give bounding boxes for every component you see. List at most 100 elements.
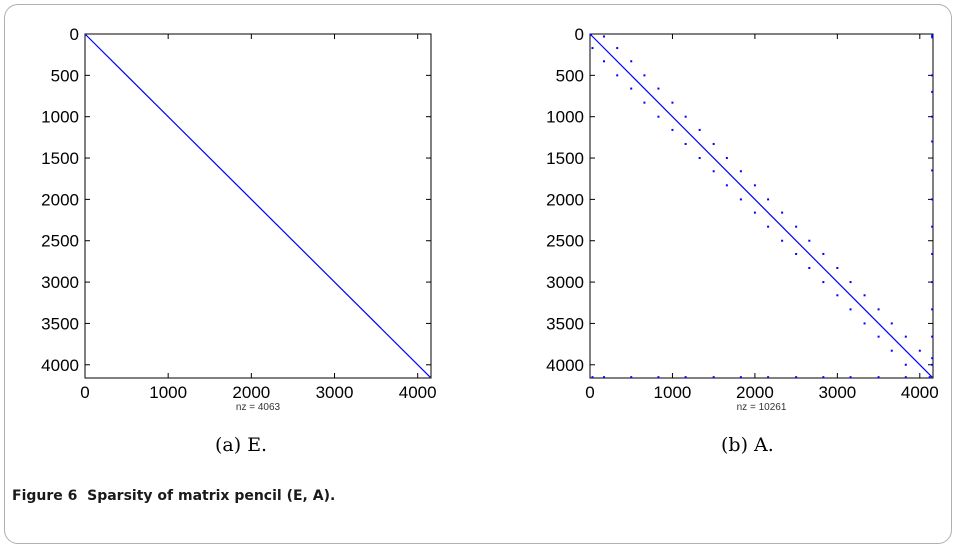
y-tick-label: 3000 — [41, 273, 79, 292]
spy-plot-e: 0 1000 2000 3000 400005001000150020002500300… — [41, 25, 436, 413]
y-tick-label: 500 — [51, 66, 79, 85]
nonzero-point — [630, 87, 633, 90]
nonzero-point — [684, 142, 687, 145]
nonzero-point — [863, 294, 866, 297]
y-tick-label: 1500 — [546, 149, 584, 168]
y-tick-label: 1500 — [41, 149, 79, 168]
nonzero-point — [795, 252, 798, 255]
x-tick-label: 0 — [80, 383, 89, 402]
nonzero-point — [904, 363, 907, 366]
nonzero-point — [767, 225, 770, 228]
nonzero-point — [822, 376, 825, 379]
nonzero-point — [931, 198, 934, 201]
nonzero-point — [739, 198, 742, 201]
diagonal-series — [84, 33, 431, 378]
nonzero-point — [836, 267, 839, 270]
nonzero-point — [630, 60, 633, 63]
nonzero-point — [795, 376, 798, 379]
nonzero-point — [931, 308, 934, 311]
x-tick-label: 0 — [585, 383, 594, 402]
nonzero-point — [863, 322, 866, 325]
nonzero-point — [753, 211, 756, 214]
nonzero-point — [931, 281, 934, 284]
nz-label: nz = 4063 — [236, 402, 281, 413]
nz-label: nz = 10261 — [737, 402, 787, 413]
y-tick-label: 0 — [575, 25, 584, 44]
nonzero-point — [849, 281, 852, 284]
nonzero-point — [657, 87, 660, 90]
nonzero-point — [698, 157, 701, 160]
diagonal-series — [589, 33, 933, 378]
nonzero-point — [822, 281, 825, 284]
y-tick-label: 3500 — [546, 314, 584, 333]
nonzero-point — [931, 252, 934, 255]
nonzero-point — [808, 239, 811, 242]
x-tick-label: 3000 — [316, 383, 354, 402]
nonzero-point — [877, 376, 880, 379]
y-tick-label: 2500 — [546, 232, 584, 251]
figure-caption-label: Figure 6 — [12, 488, 78, 504]
nonzero-point — [603, 376, 606, 379]
nonzero-point — [739, 170, 742, 173]
x-tick-label: 2000 — [736, 383, 774, 402]
nonzero-point — [928, 376, 931, 379]
x-tick-label: 4000 — [901, 383, 939, 402]
y-tick-label: 4000 — [546, 356, 584, 375]
nonzero-point — [616, 74, 619, 77]
nonzero-point — [603, 60, 606, 63]
nonzero-point — [890, 349, 893, 352]
y-tick-label: 1000 — [41, 108, 79, 127]
nonzero-point — [849, 376, 852, 379]
y-tick-label: 2500 — [41, 232, 79, 251]
nonzero-point — [712, 376, 715, 379]
nonzero-point — [931, 140, 934, 143]
nonzero-point — [931, 36, 934, 39]
nonzero-point — [616, 47, 619, 50]
nonzero-point — [684, 376, 687, 379]
nonzero-point — [931, 74, 934, 77]
nonzero-point — [931, 357, 934, 360]
nonzero-point — [877, 335, 880, 338]
nonzero-point — [918, 349, 921, 352]
x-tick-label: 1000 — [149, 383, 187, 402]
figure-caption-text: Sparsity of matrix pencil (E, A). — [87, 488, 336, 504]
nonzero-point — [904, 335, 907, 338]
y-tick-label: 2000 — [41, 190, 79, 209]
subcaption-e: (a) E. — [215, 434, 268, 456]
nonzero-point — [753, 184, 756, 187]
nonzero-point — [671, 128, 674, 131]
subcaption-a: (b) A. — [721, 434, 774, 456]
nonzero-point — [904, 376, 907, 379]
nonzero-point — [657, 115, 660, 118]
nonzero-point — [684, 115, 687, 118]
spy-plot-a: 0 1000 2000 3000 400005001000150020002500300… — [546, 25, 939, 413]
nonzero-point — [931, 335, 934, 338]
nonzero-point — [630, 376, 633, 379]
nonzero-point — [808, 267, 811, 270]
nonzero-point — [589, 33, 592, 36]
nonzero-point — [781, 239, 784, 242]
y-tick-label: 500 — [556, 66, 584, 85]
nonzero-point — [931, 225, 934, 228]
nonzero-point — [657, 376, 660, 379]
x-tick-label: 3000 — [818, 383, 856, 402]
nonzero-point — [767, 198, 770, 201]
nonzero-point — [822, 252, 825, 255]
nonzero-point — [795, 225, 798, 228]
x-tick-label: 1000 — [654, 383, 692, 402]
nonzero-point — [712, 170, 715, 173]
nonzero-point — [725, 184, 728, 187]
y-tick-label: 1000 — [546, 108, 584, 127]
nonzero-point — [671, 101, 674, 104]
nonzero-point — [739, 376, 742, 379]
nonzero-point — [591, 47, 594, 50]
y-tick-label: 3500 — [41, 314, 79, 333]
nonzero-point — [931, 169, 934, 172]
nonzero-point — [890, 322, 893, 325]
nonzero-point — [931, 90, 934, 93]
nonzero-point — [931, 363, 934, 366]
nonzero-point — [877, 308, 880, 311]
nonzero-point — [643, 74, 646, 77]
y-tick-label: 4000 — [41, 356, 79, 375]
nonzero-point — [849, 308, 852, 311]
